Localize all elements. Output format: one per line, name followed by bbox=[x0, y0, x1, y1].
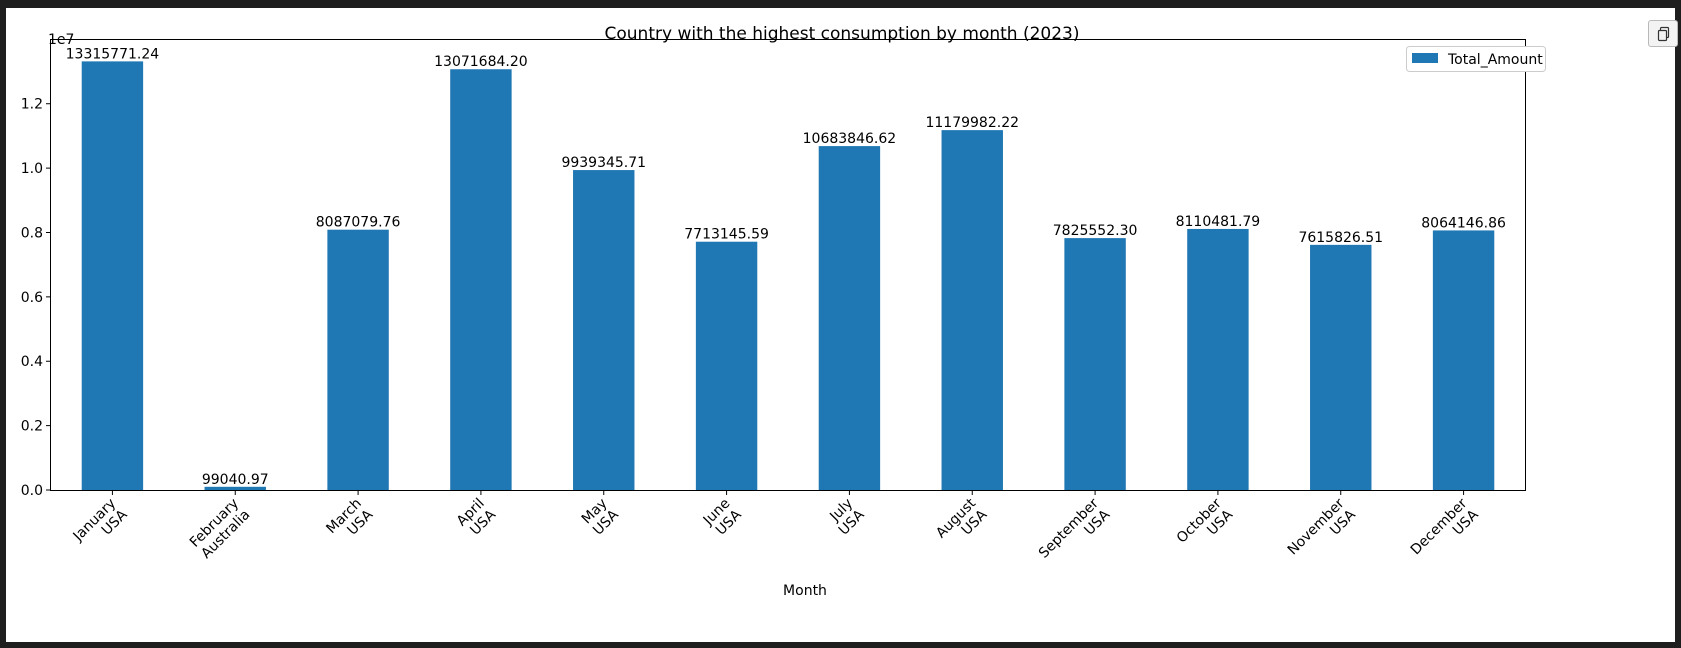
chart-title: Country with the highest consumption by … bbox=[605, 24, 1080, 44]
legend-label: Total_Amount bbox=[1447, 52, 1543, 68]
bar-value-label: 10683846.62 bbox=[803, 131, 897, 147]
copy-icon bbox=[1657, 26, 1670, 42]
copy-output-button[interactable] bbox=[1648, 20, 1678, 47]
bar bbox=[327, 229, 389, 490]
bar-value-label: 11179982.22 bbox=[925, 115, 1019, 131]
bar-value-label: 9939345.71 bbox=[561, 155, 646, 171]
x-tick-label: OctoberUSA bbox=[1174, 495, 1237, 558]
x-tick-label: MarchUSA bbox=[323, 495, 376, 548]
bar bbox=[695, 241, 758, 490]
bar-chart: Country with the highest consumption by … bbox=[21, 24, 1546, 599]
bar-value-label: 8064146.86 bbox=[1421, 215, 1506, 231]
bar bbox=[941, 130, 1003, 490]
x-tick-label: FebruaryAustralia bbox=[187, 496, 254, 563]
y-tick-label: 0.6 bbox=[21, 290, 43, 306]
legend-swatch bbox=[1412, 53, 1438, 63]
bar bbox=[1310, 244, 1372, 490]
bar bbox=[818, 146, 881, 490]
y-tick-label: 0.4 bbox=[21, 354, 43, 370]
bar-labels-layer: 13315771.24 99040.97 8087079.76 13071684.20… bbox=[66, 46, 1506, 487]
y-tick-label: 0.8 bbox=[21, 225, 43, 241]
bar bbox=[1432, 230, 1495, 491]
x-axis-label: Month bbox=[783, 583, 827, 599]
x-tick-label: MayUSA bbox=[579, 495, 622, 538]
y-axis: 0.0 0.2 0.4 0.6 0.8 1.0 1.2 bbox=[21, 97, 51, 499]
x-tick-label: NovemberUSA bbox=[1285, 495, 1359, 569]
x-tick-label: SeptemberUSA bbox=[1036, 495, 1114, 573]
bar bbox=[573, 170, 635, 491]
y-tick-label: 0.2 bbox=[21, 419, 43, 435]
bar-value-label: 99040.97 bbox=[202, 472, 269, 488]
x-tick-label: AprilUSA bbox=[454, 495, 500, 541]
x-tick-label: JanuaryUSA bbox=[70, 495, 131, 556]
legend-box bbox=[1406, 46, 1546, 72]
bar bbox=[81, 61, 144, 491]
notebook-output-frame: Country with the highest consumption by … bbox=[6, 8, 1678, 642]
bar-value-label: 7825552.30 bbox=[1053, 223, 1138, 239]
bars-layer bbox=[81, 61, 1495, 491]
bar-value-label: 8087079.76 bbox=[316, 215, 401, 231]
bar-value-label: 13315771.24 bbox=[66, 46, 160, 62]
bar-value-label: 7713145.59 bbox=[684, 227, 769, 243]
bar bbox=[204, 486, 266, 490]
bar bbox=[450, 69, 512, 490]
plot-area-border bbox=[50, 39, 1526, 491]
x-tick-label: DecemberUSA bbox=[1408, 495, 1482, 569]
x-axis: JanuaryUSA FebruaryAustralia MarchUSA April… bbox=[70, 490, 1482, 573]
bar-value-label: 13071684.20 bbox=[434, 54, 528, 70]
bar-value-label: 8110481.79 bbox=[1176, 214, 1261, 230]
x-tick-label: JuneUSA bbox=[700, 495, 745, 540]
y-tick-label: 0.0 bbox=[21, 483, 43, 499]
y-tick-label: 1.2 bbox=[21, 97, 43, 113]
bar bbox=[1187, 228, 1249, 490]
bar bbox=[1064, 238, 1126, 490]
x-tick-label: AugustUSA bbox=[933, 495, 991, 553]
y-tick-label: 1.0 bbox=[21, 161, 43, 177]
bar-value-label: 7615826.51 bbox=[1298, 230, 1383, 246]
x-tick-label: JulyUSA bbox=[824, 495, 867, 538]
legend: Total_Amount bbox=[1406, 46, 1546, 72]
